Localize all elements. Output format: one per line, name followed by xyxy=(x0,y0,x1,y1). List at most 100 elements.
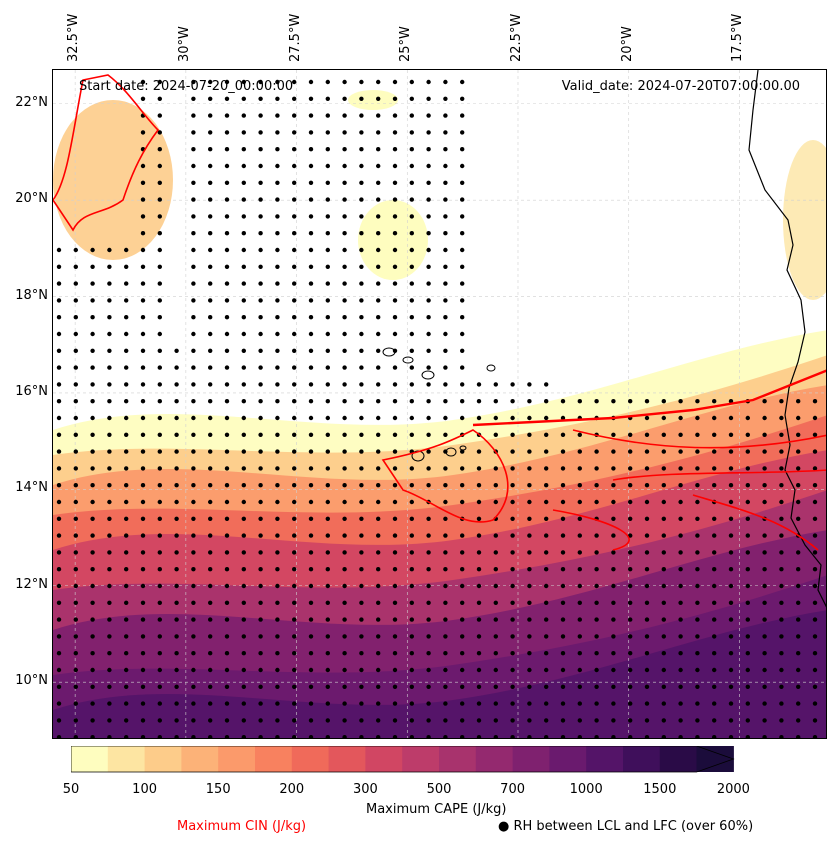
rh-stipple-dot xyxy=(762,651,767,656)
rh-stipple-dot xyxy=(258,516,263,521)
rh-stipple-dot xyxy=(191,684,196,689)
rh-stipple-dot xyxy=(342,79,347,85)
rh-stipple-dot xyxy=(392,701,398,706)
rh-stipple-dot xyxy=(342,163,347,169)
rh-stipple-dot xyxy=(611,516,616,521)
rh-stipple-dot xyxy=(376,583,381,589)
rh-stipple-dot xyxy=(510,735,515,738)
rh-stipple-dot xyxy=(628,634,633,639)
rh-stipple-dot xyxy=(712,567,717,572)
rh-stipple-dot xyxy=(157,281,162,286)
rh-stipple-dot xyxy=(560,583,566,589)
rh-stipple-dot xyxy=(325,617,330,622)
colorbar-swatch xyxy=(475,746,514,772)
rh-stipple-dot xyxy=(292,113,297,118)
rh-stipple-dot xyxy=(628,600,633,605)
rh-stipple-dot xyxy=(140,466,146,471)
rh-stipple-dot xyxy=(90,617,95,622)
rh-stipple-dot xyxy=(90,399,95,404)
rh-stipple-dot xyxy=(90,432,95,437)
rh-stipple-dot xyxy=(409,701,414,706)
rh-stipple-dot xyxy=(208,113,213,118)
rh-stipple-dot xyxy=(728,735,734,738)
rh-stipple-dot xyxy=(678,718,683,723)
rh-stipple-dot xyxy=(359,79,364,85)
rh-stipple-dot xyxy=(409,113,414,118)
rh-stipple-dot xyxy=(308,399,314,404)
rh-stipple-dot xyxy=(107,483,112,488)
rh-stipple-dot xyxy=(728,701,734,706)
rh-stipple-dot xyxy=(140,415,146,421)
rh-stipple-dot xyxy=(275,466,280,471)
rh-stipple-dot xyxy=(745,735,750,738)
rh-stipple-dot xyxy=(258,180,263,185)
rh-stipple-dot xyxy=(443,197,448,202)
latitude-label: 14°N xyxy=(15,480,48,496)
rh-stipple-dot xyxy=(124,550,129,555)
rh-stipple-dot xyxy=(325,667,330,673)
rh-stipple-dot xyxy=(762,483,767,488)
rh-stipple-dot xyxy=(527,415,532,421)
rh-stipple-dot xyxy=(426,197,431,202)
rh-stipple-dot xyxy=(275,247,280,253)
rh-stipple-dot xyxy=(695,600,700,605)
rh-stipple-dot xyxy=(157,600,162,605)
rh-stipple-dot xyxy=(779,617,784,622)
rh-stipple-dot xyxy=(241,701,246,706)
rh-stipple-dot xyxy=(392,718,398,723)
rh-stipple-dot xyxy=(241,247,246,253)
rh-stipple-dot xyxy=(779,667,784,673)
rh-stipple-dot xyxy=(409,499,414,505)
rh-stipple-dot xyxy=(241,382,246,387)
rh-stipple-dot xyxy=(392,96,398,101)
rh-stipple-dot xyxy=(292,667,297,673)
rh-stipple-dot xyxy=(124,466,129,471)
rh-stipple-dot xyxy=(90,735,95,738)
rh-stipple-dot xyxy=(812,735,818,738)
rh-stipple-dot xyxy=(258,499,263,505)
rh-stipple-dot xyxy=(779,399,784,404)
rh-stipple-dot xyxy=(426,718,431,723)
rh-stipple-dot xyxy=(308,583,314,589)
rh-stipple-dot xyxy=(359,315,364,320)
rh-stipple-dot xyxy=(376,264,381,269)
rh-stipple-dot xyxy=(712,483,717,488)
rh-stipple-dot xyxy=(208,617,213,622)
rh-stipple-dot xyxy=(124,735,129,738)
rh-stipple-dot xyxy=(376,130,381,135)
rh-stipple-dot xyxy=(140,298,146,303)
rh-stipple-dot xyxy=(224,735,230,738)
rh-stipple-dot xyxy=(224,382,230,387)
rh-stipple-dot xyxy=(493,483,498,488)
rh-stipple-dot xyxy=(107,415,112,421)
rh-stipple-dot xyxy=(90,449,95,454)
rh-stipple-dot xyxy=(796,550,801,555)
rh-stipple-dot xyxy=(140,399,146,404)
rh-stipple-dot xyxy=(191,667,196,673)
rh-stipple-dot xyxy=(107,617,112,622)
rh-stipple-dot xyxy=(107,331,112,337)
rh-stipple-dot xyxy=(443,180,448,185)
rh-stipple-dot xyxy=(208,567,213,572)
rh-stipple-dot xyxy=(712,684,717,689)
rh-stipple-dot xyxy=(426,684,431,689)
rh-stipple-dot xyxy=(224,567,230,572)
rh-stipple-dot xyxy=(308,499,314,505)
rh-stipple-dot xyxy=(224,163,230,169)
rh-stipple-dot xyxy=(157,499,162,505)
rh-stipple-dot xyxy=(812,651,818,656)
rh-stipple-dot xyxy=(409,331,414,337)
rh-stipple-dot xyxy=(661,718,666,723)
rh-stipple-dot xyxy=(493,466,498,471)
rh-stipple-dot xyxy=(426,79,431,85)
rh-stipple-dot xyxy=(258,130,263,135)
rh-stipple-dot xyxy=(460,449,465,454)
rh-stipple-dot xyxy=(678,617,683,622)
rh-stipple-dot xyxy=(426,399,431,404)
rh-stipple-dot xyxy=(258,197,263,202)
rh-stipple-dot xyxy=(426,651,431,656)
rh-stipple-dot xyxy=(208,231,213,236)
rh-stipple-dot xyxy=(695,567,700,572)
rh-stipple-dot xyxy=(644,483,650,488)
rh-stipple-dot xyxy=(308,550,314,555)
